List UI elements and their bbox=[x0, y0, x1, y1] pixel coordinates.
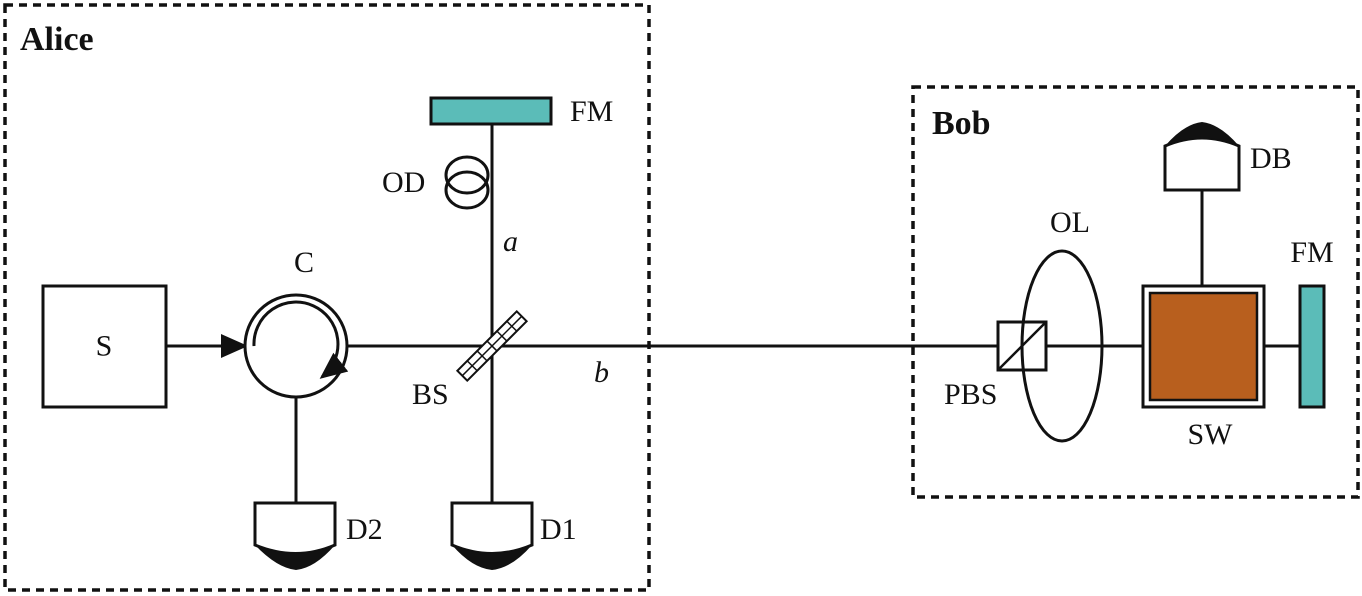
arm-b-label: b bbox=[594, 356, 609, 389]
beam-splitter bbox=[455, 309, 529, 383]
bob-boundary bbox=[911, 85, 1360, 499]
circulator-label: C bbox=[294, 246, 314, 279]
optical-delay bbox=[444, 155, 490, 210]
switch bbox=[1141, 284, 1266, 409]
circulator bbox=[243, 293, 349, 399]
optical-lens-label: OL bbox=[1050, 206, 1090, 239]
pbs-label: PBS bbox=[944, 378, 997, 411]
faraday-mirror-alice-label: FM bbox=[570, 95, 613, 128]
arm-a-label: a bbox=[503, 225, 518, 258]
faraday-mirror-alice bbox=[429, 96, 553, 126]
alice-boundary bbox=[3, 3, 651, 592]
optical-lens bbox=[1020, 249, 1104, 443]
switch-label: SW bbox=[1188, 418, 1234, 451]
detector-db bbox=[1163, 122, 1241, 192]
beam-splitter-label: BS bbox=[412, 378, 449, 411]
optical-delay-label: OD bbox=[382, 166, 425, 199]
faraday-mirror-bob bbox=[1298, 284, 1326, 409]
alice-label: Alice bbox=[20, 21, 94, 58]
detector-db-label: DB bbox=[1250, 142, 1292, 175]
detector-d2 bbox=[253, 501, 337, 570]
detector-d1 bbox=[450, 501, 534, 570]
detector-d1-label: D1 bbox=[540, 513, 577, 546]
bob-label: Bob bbox=[932, 105, 991, 142]
detector-d2-label: D2 bbox=[346, 513, 383, 546]
source-box bbox=[41, 284, 168, 409]
source-label: S bbox=[96, 330, 113, 363]
faraday-mirror-bob-label: FM bbox=[1290, 236, 1333, 269]
